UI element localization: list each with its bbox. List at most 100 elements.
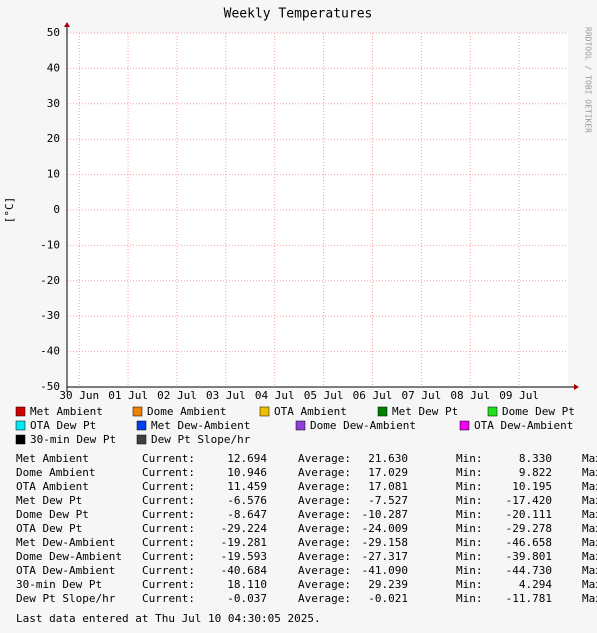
- legend-label: Dome Dew Pt: [502, 405, 575, 418]
- stats-value: -46.658: [506, 536, 552, 549]
- stats-name: Dome Ambient: [16, 466, 95, 479]
- stats-column: Min:: [456, 550, 483, 563]
- stats-name: Dome Dew-Ambient: [16, 550, 122, 563]
- stats-column: Average:: [298, 536, 351, 549]
- legend-swatch: [136, 434, 147, 445]
- y-tick-label: -40: [40, 345, 60, 358]
- y-tick-label: 30: [47, 97, 60, 110]
- y-tick-label: 50: [47, 26, 60, 39]
- y-tick-label: 10: [47, 168, 60, 181]
- chart-title: Weekly Temperatures: [224, 7, 373, 22]
- stats-value: -27.317: [362, 550, 408, 563]
- legend-swatch: [259, 406, 270, 417]
- x-tick-label: 03 Jul: [206, 389, 246, 402]
- stats-column: Max:: [582, 480, 597, 493]
- x-tick-label: 30 Jun: [59, 389, 99, 402]
- x-tick-label: 07 Jul: [401, 389, 441, 402]
- stats-name: Dew Pt Slope/hr: [16, 592, 116, 605]
- footer: Last data entered at Thu Jul 10 04:30:05…: [16, 612, 321, 625]
- stats-value: 29.239: [368, 578, 408, 591]
- stats-column: Max:: [582, 508, 597, 521]
- stats-value: -39.801: [506, 550, 552, 563]
- stats-column: Current:: [142, 564, 195, 577]
- stats-value: 9.822: [519, 466, 552, 479]
- stats-column: Min:: [456, 536, 483, 549]
- legend-label: Met Dew Pt: [392, 405, 458, 418]
- stats-column: Average:: [298, 522, 351, 535]
- stats-column: Average:: [298, 592, 351, 605]
- stats-column: Average:: [298, 466, 351, 479]
- legend-swatch: [15, 420, 26, 431]
- y-tick-label: -10: [40, 238, 60, 251]
- legend-label: Dew Pt Slope/hr: [151, 433, 251, 446]
- y-tick-label: -30: [40, 309, 60, 322]
- x-tick-label: 05 Jul: [304, 389, 344, 402]
- stats-column: Average:: [298, 480, 351, 493]
- stats-value: 8.330: [519, 452, 552, 465]
- stats-value: 11.459: [227, 480, 267, 493]
- stats-column: Min:: [456, 592, 483, 605]
- stats-value: -29.224: [221, 522, 268, 535]
- stats-column: Max:: [582, 564, 597, 577]
- legend-label: OTA Ambient: [274, 405, 347, 418]
- stats-column: Current:: [142, 452, 195, 465]
- stats-column: Current:: [142, 480, 195, 493]
- stats-value: -0.037: [227, 592, 267, 605]
- stats-column: Current:: [142, 550, 195, 563]
- legend-label: Met Ambient: [30, 405, 103, 418]
- stats-column: Max:: [582, 536, 597, 549]
- stats-column: Current:: [142, 536, 195, 549]
- legend-swatch: [15, 434, 26, 445]
- legend-label: OTA Dew Pt: [30, 419, 96, 432]
- stats-value: -40.684: [221, 564, 268, 577]
- stats-value: -29.278: [506, 522, 552, 535]
- stats-column: Max:: [582, 452, 597, 465]
- stats-value: -6.576: [227, 494, 267, 507]
- stats-column: Average:: [298, 550, 351, 563]
- stats-column: Current:: [142, 522, 195, 535]
- stats-name: Dome Dew Pt: [16, 508, 89, 521]
- stats-value: -19.593: [221, 550, 267, 563]
- stats-value: -11.781: [506, 592, 552, 605]
- watermark: RRDTOOL / TOBI OETIKER: [584, 27, 593, 133]
- stats-column: Min:: [456, 466, 483, 479]
- stats-column: Current:: [142, 592, 195, 605]
- stats-column: Min:: [456, 494, 483, 507]
- stats-value: -24.009: [362, 522, 408, 535]
- legend-label: OTA Dew-Ambient: [474, 419, 573, 432]
- stats-value: -19.281: [221, 536, 267, 549]
- y-tick-label: 20: [47, 132, 60, 145]
- stats-value: -7.527: [368, 494, 408, 507]
- stats-value: 21.630: [368, 452, 408, 465]
- stats-column: Average:: [298, 452, 351, 465]
- y-axis-label: [°C]: [3, 197, 16, 224]
- stats-value: 17.029: [368, 466, 408, 479]
- legend-swatch: [295, 420, 306, 431]
- stats-column: Current:: [142, 508, 195, 521]
- x-tick-label: 02 Jul: [157, 389, 197, 402]
- legend-swatch: [132, 406, 143, 417]
- stats-value: 10.946: [227, 466, 267, 479]
- stats-value: -41.090: [362, 564, 408, 577]
- x-tick-label: 09 Jul: [499, 389, 539, 402]
- stats-name: Met Dew-Ambient: [16, 536, 115, 549]
- stats-name: OTA Dew Pt: [16, 522, 82, 535]
- stats-column: Average:: [298, 564, 351, 577]
- y-tick-label: -50: [40, 380, 60, 393]
- stats-column: Max:: [582, 466, 597, 479]
- stats-value: 4.294: [519, 578, 552, 591]
- stats-name: OTA Dew-Ambient: [16, 564, 115, 577]
- stats-column: Min:: [456, 522, 483, 535]
- stats-column: Max:: [582, 592, 597, 605]
- stats-value: -20.111: [506, 508, 552, 521]
- stats-column: Current:: [142, 494, 195, 507]
- y-arrow: [64, 22, 70, 27]
- y-tick-label: 40: [47, 61, 60, 74]
- y-tick-label: 0: [53, 203, 60, 216]
- stats-value: -17.420: [506, 494, 552, 507]
- stats-column: Min:: [456, 564, 483, 577]
- stats-value: -8.647: [227, 508, 267, 521]
- grid: -50 -40 -30 -20 -10 0 10 20 30 40 50 30 Jun 01 Jul 02…: [40, 26, 568, 402]
